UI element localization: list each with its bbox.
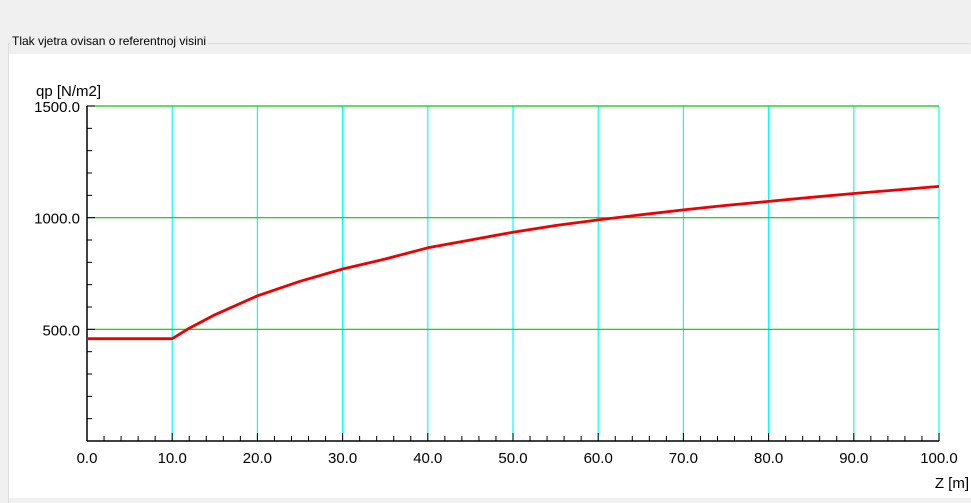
y-axis-title: qp [N/m2] bbox=[36, 83, 101, 100]
chart-groupbox bbox=[8, 43, 970, 503]
horizontal-gridlines bbox=[87, 105, 939, 330]
y-tick-label: 1000.0 bbox=[34, 211, 80, 228]
x-tick-label: 50.0 bbox=[498, 450, 527, 467]
series-line bbox=[87, 185, 940, 341]
tick-labels: 0.0 10.0 20.0 30.0 40.0 50.0 60.0 70.0 80.0 90.0 1… bbox=[34, 99, 958, 467]
x-tick-label: 100.0 bbox=[920, 450, 958, 467]
axis-ticks bbox=[86, 105, 940, 442]
series-group bbox=[87, 185, 940, 341]
x-axis-title: Z [m] bbox=[935, 475, 969, 492]
x-tick-label: 40.0 bbox=[413, 450, 442, 467]
x-tick-label: 10.0 bbox=[158, 450, 187, 467]
y-tick-label: 1500.0 bbox=[34, 99, 80, 116]
x-tick-label: 70.0 bbox=[669, 450, 698, 467]
groupbox-title: Tlak vjetra ovisan o referentnoj visini bbox=[10, 34, 209, 48]
chart-panel bbox=[9, 54, 971, 498]
x-tick-label: 30.0 bbox=[328, 450, 357, 467]
x-tick-label: 90.0 bbox=[839, 450, 868, 467]
x-tick-label: 80.0 bbox=[754, 450, 783, 467]
y-tick-label: 500.0 bbox=[42, 322, 80, 339]
vertical-gridlines bbox=[171, 106, 940, 441]
x-tick-label: 60.0 bbox=[584, 450, 613, 467]
x-tick-label: 0.0 bbox=[77, 450, 98, 467]
x-tick-label: 20.0 bbox=[243, 450, 272, 467]
